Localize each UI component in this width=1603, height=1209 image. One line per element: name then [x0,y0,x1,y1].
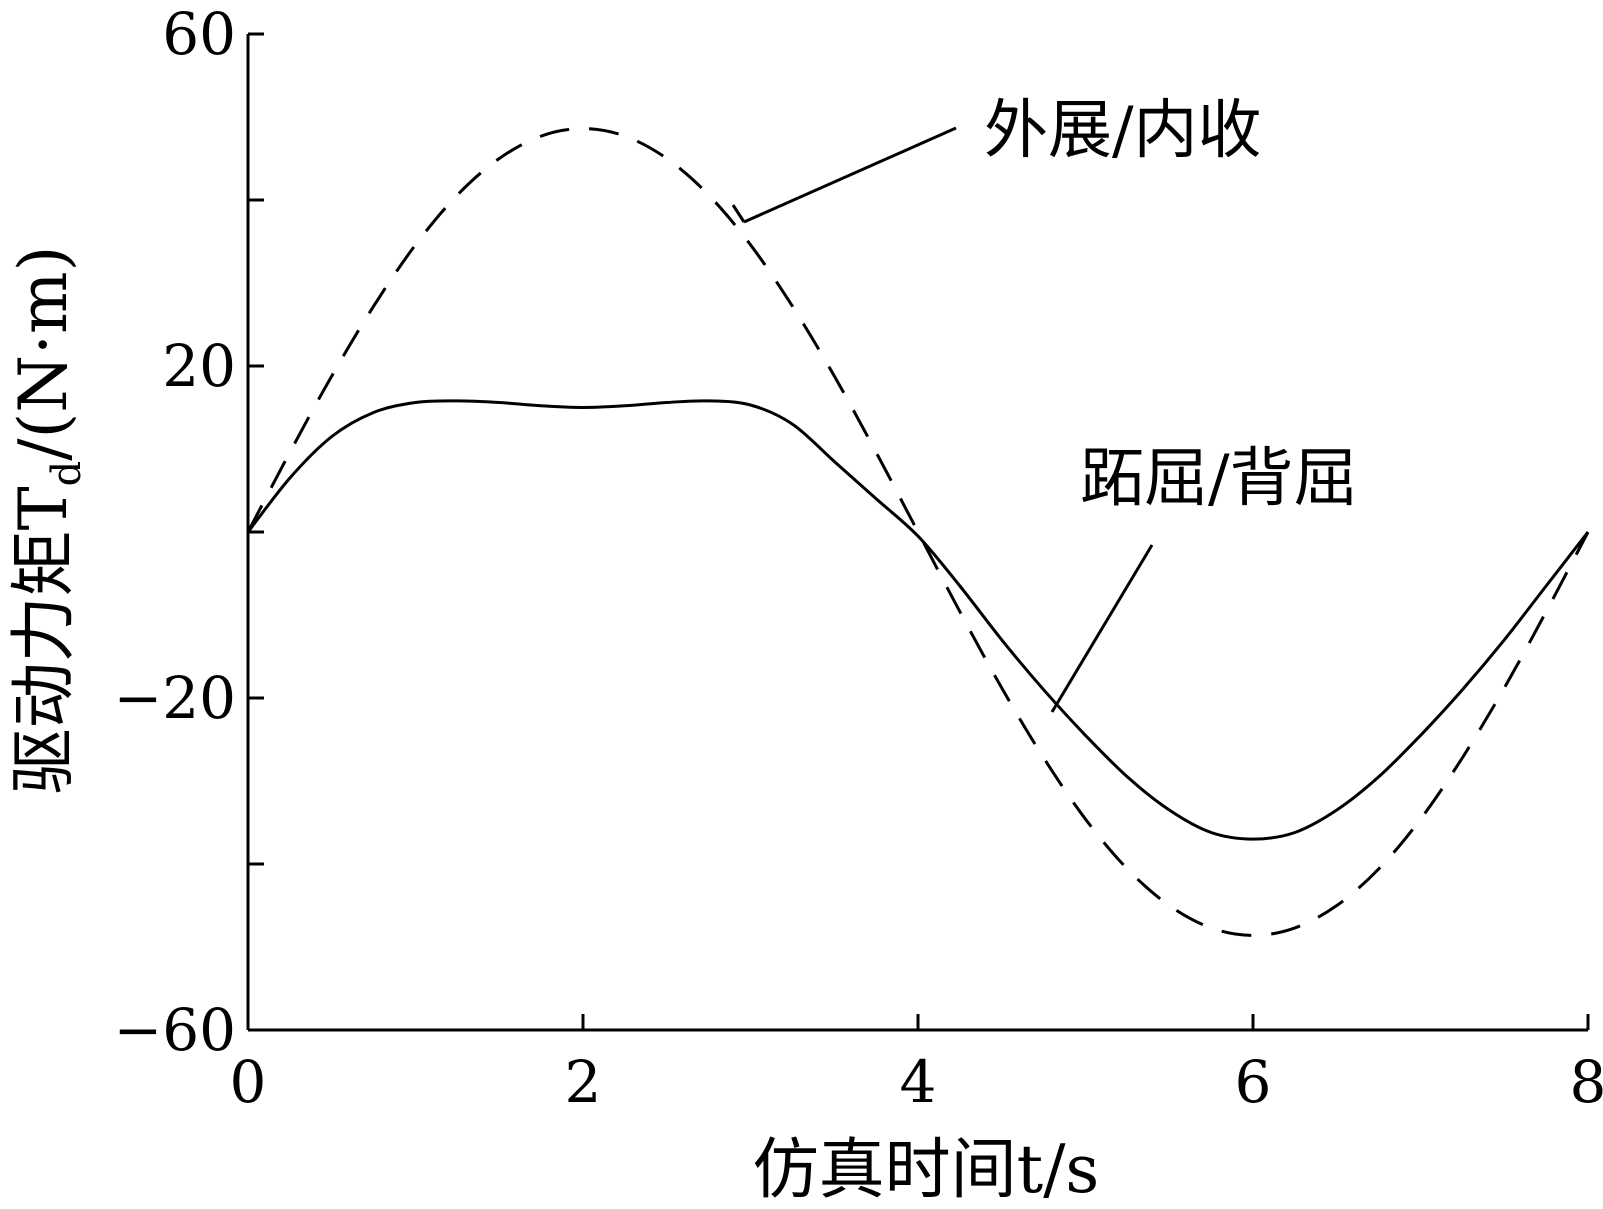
x-tick-label: 8 [1570,1048,1603,1116]
axes: 0 2 4 6 8 −60 −20 20 60 [114,0,1603,1116]
x-axis-label: 仿真时间t/s [753,1131,1100,1208]
y-tick-label: −20 [114,664,236,732]
x-tick-label: 0 [230,1048,267,1116]
plantar-dorsal-line [246,399,1590,841]
plantar-dorsal-leader [1050,544,1154,713]
series-layer [246,127,1590,937]
x-tick-label: 2 [565,1048,602,1116]
y-tick-label: 20 [162,332,236,400]
abduction-adduction-leader-tick [731,204,746,223]
x-tick-label: 4 [900,1048,937,1116]
plantar-dorsal-label: 跖屈/背屈 [1080,442,1358,516]
y-tick-label: 60 [162,0,236,68]
abduction-adduction-label: 外展/内收 [984,94,1262,168]
x-tick-label: 6 [1235,1048,1272,1116]
y-tick-label: −60 [114,996,236,1064]
abduction-adduction-line [246,127,1590,937]
y-axis-label: 驱动力矩Td/(N·m) [5,246,90,795]
abduction-adduction-leader [743,126,957,224]
